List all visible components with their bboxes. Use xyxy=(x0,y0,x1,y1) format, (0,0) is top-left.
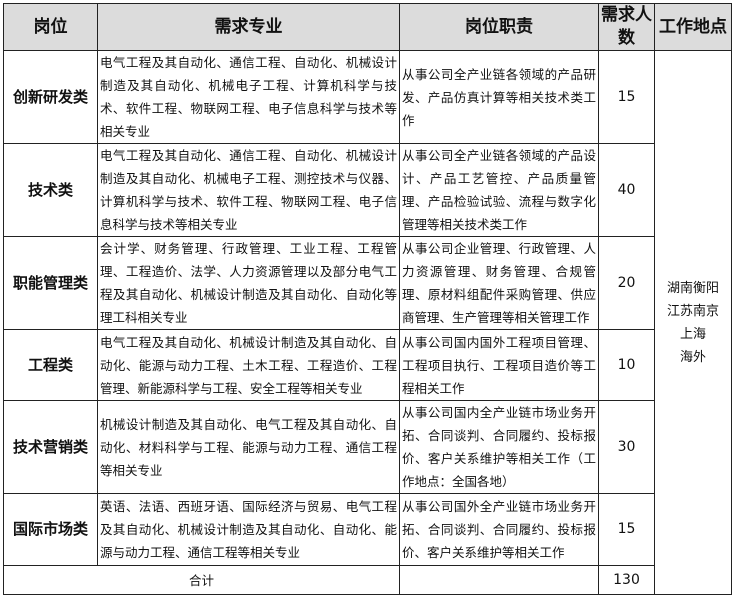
table-row: 职能管理类 会计学、财务管理、行政管理、工业工程、工程管理、工程造价、法学、人力… xyxy=(3,236,732,330)
location-item: 江苏南京 xyxy=(666,303,719,319)
count-cell: 15 xyxy=(598,493,655,566)
header-duty: 岗位职责 xyxy=(399,3,599,51)
position-cell: 工程类 xyxy=(3,329,98,401)
total-count: 130 xyxy=(598,565,655,595)
table-row: 创新研发类 电气工程及其自动化、通信工程、自动化、机械设计制造及其自动化、机械电… xyxy=(3,50,732,595)
major-cell: 机械设计制造及其自动化、电气工程及其自动化、自动化、材料科学与工程、能源与动力工… xyxy=(97,400,400,494)
major-cell: 英语、法语、西班牙语、国际经济与贸易、电气工程及其自动化、机械设计制造及其自动化… xyxy=(97,493,400,566)
header-row: 岗位 需求专业 岗位职责 需求人数 工作地点 xyxy=(3,3,732,51)
count-cell: 30 xyxy=(598,400,655,494)
table-row: 技术类 电气工程及其自动化、通信工程、自动化、机械设计制造及其自动化、机械电子工… xyxy=(3,143,732,237)
duty-cell: 从事公司全产业链各领域的产品研发、产品仿真计算等相关技术类工作 xyxy=(399,50,599,144)
table-row: 国际市场类 英语、法语、西班牙语、国际经济与贸易、电气工程及其自动化、机械设计制… xyxy=(3,493,732,566)
duty-cell: 从事公司国内国外工程项目管理、工程项目执行、工程项目造价等工程相关工作 xyxy=(399,329,599,401)
count-cell: 15 xyxy=(598,50,655,144)
location-item: 湖南衡阳 xyxy=(666,280,719,296)
position-cell: 技术类 xyxy=(3,143,98,237)
major-cell: 电气工程及其自动化、通信工程、自动化、机械设计制造及其自动化、机械电子工程、计算… xyxy=(97,50,400,144)
major-cell: 会计学、财务管理、行政管理、工业工程、工程管理、工程造价、法学、人力资源管理以及… xyxy=(97,236,400,330)
count-cell: 20 xyxy=(598,236,655,330)
total-empty-cell xyxy=(399,565,599,595)
position-cell: 创新研发类 xyxy=(3,50,98,144)
table-row: 技术营销类 机械设计制造及其自动化、电气工程及其自动化、自动化、材料科学与工程、… xyxy=(3,400,732,494)
position-cell: 技术营销类 xyxy=(3,400,98,494)
position-cell: 职能管理类 xyxy=(3,236,98,330)
count-cell: 10 xyxy=(598,329,655,401)
header-major: 需求专业 xyxy=(97,3,400,51)
position-cell: 国际市场类 xyxy=(3,493,98,566)
recruitment-table: 岗位 需求专业 岗位职责 需求人数 工作地点 创新研发类 电气工程及其自动化、通… xyxy=(3,3,732,595)
header-location: 工作地点 xyxy=(654,3,732,51)
count-cell: 40 xyxy=(598,143,655,237)
duty-cell: 从事公司国外全产业链市场业务开拓、合同谈判、合同履约、投标报价、客户关系维护等相… xyxy=(399,493,599,566)
total-row: 合计 130 xyxy=(3,565,732,595)
total-label: 合计 xyxy=(3,565,400,595)
header-position: 岗位 xyxy=(3,3,98,51)
duty-cell: 从事公司国内全产业链市场业务开拓、合同谈判、合同履约、投标报价、客户关系维护等相… xyxy=(399,400,599,494)
location-item: 上海 xyxy=(679,326,706,342)
duty-cell: 从事公司全产业链各领域的产品设计、产品工艺管控、产品质量管理、产品检验试验、流程… xyxy=(399,143,599,237)
location-cell: 湖南衡阳 江苏南京 上海 海外 xyxy=(654,50,732,595)
duty-cell: 从事公司企业管理、行政管理、人力资源管理、财务管理、合规管理、原材料组配件采购管… xyxy=(399,236,599,330)
major-cell: 电气工程及其自动化、机械设计制造及其自动化、自动化、能源与动力工程、土木工程、工… xyxy=(97,329,400,401)
header-count: 需求人数 xyxy=(598,3,655,51)
major-cell: 电气工程及其自动化、通信工程、自动化、机械设计制造及其自动化、机械电子工程、测控… xyxy=(97,143,400,237)
table-row: 工程类 电气工程及其自动化、机械设计制造及其自动化、自动化、能源与动力工程、土木… xyxy=(3,329,732,401)
location-item: 海外 xyxy=(679,349,706,365)
